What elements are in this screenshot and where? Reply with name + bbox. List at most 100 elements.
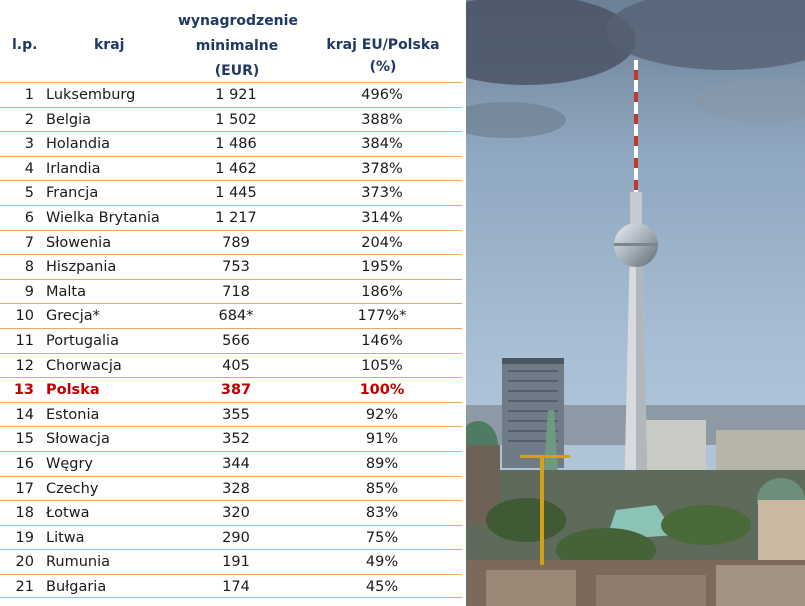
berlin-tv-tower-photo bbox=[466, 0, 805, 606]
header-wage-line1: wynagrodzenie bbox=[178, 13, 298, 29]
minimum-wage-table: l.p. kraj wynagrodzenie minimalne (EUR) … bbox=[0, 9, 462, 599]
row-ratio: 49% bbox=[365, 554, 399, 571]
row-ratio: 388% bbox=[361, 111, 403, 128]
table-row: 17 Czechy 328 85% bbox=[0, 475, 462, 501]
row-ratio: 85% bbox=[365, 480, 399, 497]
table-row: 5 Francja 1 445 373% bbox=[0, 180, 462, 205]
row-country: Irlandia bbox=[46, 160, 101, 177]
row-lp: 12 bbox=[15, 357, 34, 374]
row-ratio: 195% bbox=[361, 259, 403, 276]
table-row: 20 Rumunia 191 49% bbox=[0, 549, 462, 574]
row-country: Luksemburg bbox=[46, 87, 136, 103]
row-country: Bułgaria bbox=[46, 578, 107, 595]
table-row: 21 Bułgaria 174 45% bbox=[0, 573, 462, 599]
table-row: 3 Holandia 1 486 384% bbox=[0, 131, 462, 156]
header-wage: wynagrodzenie minimalne (EUR) bbox=[178, 9, 298, 84]
row-ratio: 314% bbox=[361, 209, 403, 226]
row-lp: 4 bbox=[24, 160, 34, 177]
row-country: Hiszpania bbox=[46, 259, 117, 276]
table-row: 12 Chorwacja 405 105% bbox=[0, 352, 462, 378]
row-ratio: 378% bbox=[361, 160, 403, 177]
header-ratio: kraj EU/Polska (%) bbox=[326, 37, 440, 75]
row-ratio: 373% bbox=[361, 185, 403, 202]
row-country: Rumunia bbox=[46, 554, 111, 571]
row-lp: 18 bbox=[15, 505, 34, 522]
row-lp: 1 bbox=[24, 87, 34, 103]
table-row: 1 Luksemburg 1 921 496% bbox=[0, 82, 462, 107]
table-row: 15 Słowacja 352 91% bbox=[0, 426, 462, 451]
row-country: Łotwa bbox=[46, 505, 90, 522]
row-lp: 11 bbox=[15, 332, 34, 349]
row-country: Węgry bbox=[46, 455, 94, 472]
row-wage: 1 445 bbox=[215, 185, 257, 202]
row-wage: 1 462 bbox=[215, 160, 257, 177]
row-ratio: 496% bbox=[361, 87, 403, 103]
row-ratio: 92% bbox=[365, 406, 399, 423]
row-ratio: 204% bbox=[361, 234, 403, 251]
table-row: 16 Węgry 344 89% bbox=[0, 450, 462, 476]
row-wage: 290 bbox=[222, 529, 250, 546]
row-wage: 718 bbox=[222, 283, 250, 300]
row-lp: 5 bbox=[24, 185, 34, 202]
row-wage: 191 bbox=[222, 554, 250, 571]
table-row: 6 Wielka Brytania 1 217 314% bbox=[0, 204, 462, 230]
row-wage: 789 bbox=[222, 234, 250, 251]
header-lp: l.p. bbox=[12, 37, 38, 53]
table-row: 9 Malta 718 186% bbox=[0, 278, 462, 304]
table-row: 11 Portugalia 566 146% bbox=[0, 327, 462, 353]
row-wage: 566 bbox=[222, 332, 250, 349]
row-wage: 684* bbox=[218, 308, 254, 325]
row-lp: 13 bbox=[13, 382, 34, 399]
row-lp: 20 bbox=[15, 554, 34, 571]
row-country: Czechy bbox=[46, 480, 99, 497]
row-ratio: 146% bbox=[361, 332, 403, 349]
row-country: Chorwacja bbox=[46, 357, 122, 374]
table-row: 19 Litwa 290 75% bbox=[0, 524, 462, 550]
row-lp: 6 bbox=[24, 209, 34, 226]
table-row: 2 Belgia 1 502 388% bbox=[0, 106, 462, 132]
row-ratio: 83% bbox=[365, 505, 399, 522]
row-ratio: 89% bbox=[365, 455, 399, 472]
table-body: 1 Luksemburg 1 921 496% 2 Belgia 1 502 388% 3 Hol… bbox=[0, 82, 462, 599]
row-country: Estonia bbox=[46, 406, 100, 423]
row-wage: 753 bbox=[222, 259, 250, 276]
row-wage: 387 bbox=[220, 382, 252, 399]
table-row: 7 Słowenia 789 204% bbox=[0, 229, 462, 255]
row-wage: 344 bbox=[222, 455, 250, 472]
table-row: 4 Irlandia 1 462 378% bbox=[0, 155, 462, 181]
row-wage: 1 486 bbox=[215, 136, 257, 153]
row-ratio: 100% bbox=[359, 382, 405, 399]
row-ratio: 186% bbox=[361, 283, 403, 300]
row-country: Polska bbox=[46, 382, 100, 399]
row-wage: 352 bbox=[222, 431, 250, 448]
header-wage-line3: (EUR) bbox=[214, 63, 260, 79]
row-country: Francja bbox=[46, 185, 99, 202]
row-lp: 21 bbox=[15, 578, 34, 595]
header-wage-line2: minimalne bbox=[195, 38, 279, 54]
table-row: 14 Estonia 355 92% bbox=[0, 401, 462, 427]
row-wage: 355 bbox=[222, 406, 250, 423]
row-lp: 8 bbox=[24, 259, 34, 276]
row-wage: 328 bbox=[222, 480, 250, 497]
row-ratio: 91% bbox=[365, 431, 399, 448]
row-lp: 2 bbox=[24, 111, 34, 128]
row-ratio: 177%* bbox=[357, 308, 407, 325]
row-lp: 7 bbox=[24, 234, 34, 251]
row-country: Litwa bbox=[46, 529, 85, 546]
row-wage: 1 502 bbox=[215, 111, 257, 128]
row-ratio: 45% bbox=[365, 578, 399, 595]
row-country: Portugalia bbox=[46, 332, 119, 349]
row-lp: 14 bbox=[15, 406, 34, 423]
row-lp: 9 bbox=[24, 283, 34, 300]
row-lp: 3 bbox=[24, 136, 34, 153]
row-country: Belgia bbox=[46, 111, 92, 128]
table-row: 10 Grecja* 684* 177%* bbox=[0, 303, 462, 328]
row-country: Holandia bbox=[46, 136, 110, 153]
header-country: kraj bbox=[94, 37, 125, 53]
row-country: Słowenia bbox=[46, 234, 112, 251]
row-wage: 174 bbox=[222, 578, 250, 595]
row-wage: 1 921 bbox=[215, 87, 257, 103]
row-ratio: 105% bbox=[361, 357, 403, 374]
row-country: Wielka Brytania bbox=[46, 209, 160, 226]
row-lp: 10 bbox=[15, 308, 34, 325]
